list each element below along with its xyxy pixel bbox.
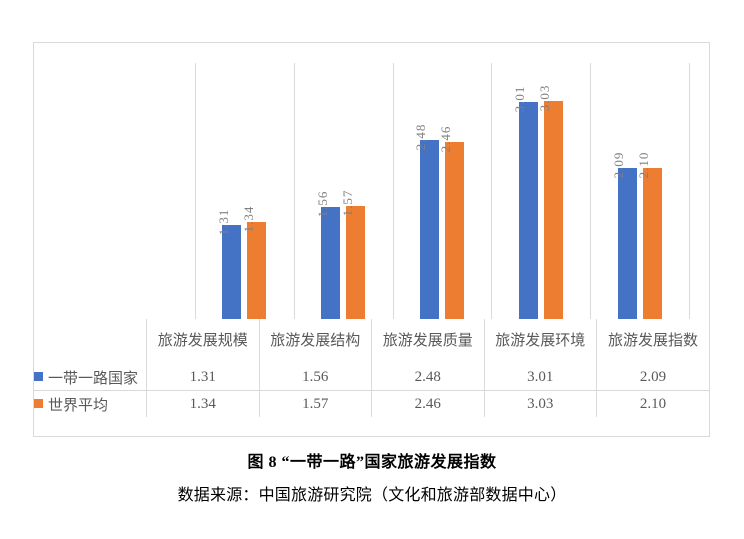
category-header-4: 旅游发展指数 (596, 319, 709, 364)
bar-series-1-cat-2[interactable] (444, 141, 464, 319)
bar-series-1-cat-4[interactable] (642, 167, 662, 319)
bar-group: 3.01 3.03 (491, 63, 590, 319)
legend-swatch-icon-series-1 (34, 398, 43, 408)
table-cell-s1-c3: 3.03 (483, 390, 597, 417)
table-cell-s1-c1: 1.57 (258, 390, 372, 417)
bar-value-label: 2.46 (438, 125, 454, 152)
bar-value-label: 2.48 (413, 123, 429, 151)
plot-area: 1.31 1.34 1.56 1.57 2.48 2.46 3.01 3.03 2.09 2.10 (195, 63, 690, 319)
category-gridline (195, 63, 196, 319)
table-row-series-0: 一带一路国家 1.31 1.56 2.48 3.01 2.09 (34, 364, 709, 391)
category-gridline (590, 63, 592, 319)
table-cell-s1-c2: 2.46 (371, 390, 484, 417)
figure-source: 数据来源：中国旅游研究院（文化和旅游部数据中心） (177, 487, 567, 504)
bar-value-label: 3.03 (537, 84, 553, 111)
figure-title: 图 8 “一带一路”国家旅游发展指数 (247, 454, 497, 471)
bar-wrapper: 1.34 (241, 206, 267, 319)
bar-series-1-cat-0[interactable] (247, 222, 267, 319)
bar-wrapper: 2.48 (413, 124, 439, 319)
bar-group: 1.31 1.34 (195, 63, 294, 319)
bar-wrapper: 1.56 (315, 190, 341, 319)
bar-series-0-cat-0[interactable] (222, 224, 242, 319)
category-header-1: 旅游发展结构 (258, 319, 372, 364)
table-cell-s0-c4: 2.09 (596, 364, 709, 391)
table-cell-s1-c4: 2.10 (596, 390, 709, 417)
legend-label-series-1: 世界平均 (48, 397, 109, 414)
bar-wrapper: 2.10 (636, 151, 662, 319)
legend-item-series-1: 世界平均 (34, 391, 147, 418)
bar-series-0-cat-3[interactable] (518, 101, 538, 319)
bar-series-0-cat-2[interactable] (419, 140, 439, 319)
legend-item-series-0: 一带一路国家 (34, 364, 147, 391)
bar-wrapper: 2.09 (611, 152, 637, 319)
bar-group: 1.56 1.57 (294, 63, 393, 319)
bar-wrapper: 3.01 (512, 86, 538, 319)
legend-label-series-0: 一带一路国家 (48, 370, 139, 387)
table-cell-s0-c0: 1.31 (146, 364, 259, 391)
category-gridline (689, 63, 690, 319)
bar-wrapper: 1.57 (340, 189, 366, 319)
bar-series-1-cat-3[interactable] (543, 100, 563, 319)
bar-value-label: 1.56 (314, 190, 330, 217)
legend-swatch-icon-series-0 (34, 371, 43, 381)
bar-group: 2.09 2.10 (590, 63, 689, 319)
bar-wrapper: 1.31 (216, 208, 242, 319)
bar-value-label: 3.01 (512, 85, 528, 113)
caption-block: 图 8 “一带一路”国家旅游发展指数 数据来源：中国旅游研究院（文化和旅游部数据… (0, 448, 744, 505)
category-gridline (293, 63, 295, 319)
bar-wrapper: 2.46 (438, 125, 464, 319)
chart-frame: 1.31 1.34 1.56 1.57 2.48 2.46 3.01 3.03 2.09 2.10… (33, 42, 710, 437)
bar-group: 2.48 2.46 (393, 63, 492, 319)
table-cell-s0-c1: 1.56 (258, 364, 372, 391)
category-gridline (392, 63, 394, 319)
category-header-3: 旅游发展环境 (483, 319, 597, 364)
bar-series-0-cat-4[interactable] (617, 168, 637, 319)
bar-series-0-cat-1[interactable] (321, 206, 341, 319)
category-gridline (491, 63, 493, 319)
legend-corner-cell (34, 319, 147, 364)
bar-value-label: 2.10 (636, 151, 652, 178)
bar-value-label: 1.34 (240, 206, 256, 233)
table-header-row: 旅游发展规模 旅游发展结构 旅游发展质量 旅游发展环境 旅游发展指数 (34, 319, 709, 364)
bar-wrapper: 3.03 (537, 84, 563, 319)
category-header-2: 旅游发展质量 (371, 319, 484, 364)
table-row-series-1: 世界平均 1.34 1.57 2.46 3.03 2.10 (34, 390, 709, 418)
bar-value-label: 1.57 (339, 189, 355, 217)
chart-data-table: 旅游发展规模 旅游发展结构 旅游发展质量 旅游发展环境 旅游发展指数 一带一路国… (34, 319, 709, 417)
table-cell-s1-c0: 1.34 (146, 390, 259, 417)
table-cell-s0-c3: 3.01 (483, 364, 597, 391)
bar-value-label: 1.31 (215, 208, 231, 235)
category-header-0: 旅游发展规模 (146, 319, 259, 364)
bar-value-label: 2.09 (611, 151, 627, 179)
table-cell-s0-c2: 2.48 (371, 364, 484, 391)
bar-series-1-cat-1[interactable] (346, 205, 366, 319)
